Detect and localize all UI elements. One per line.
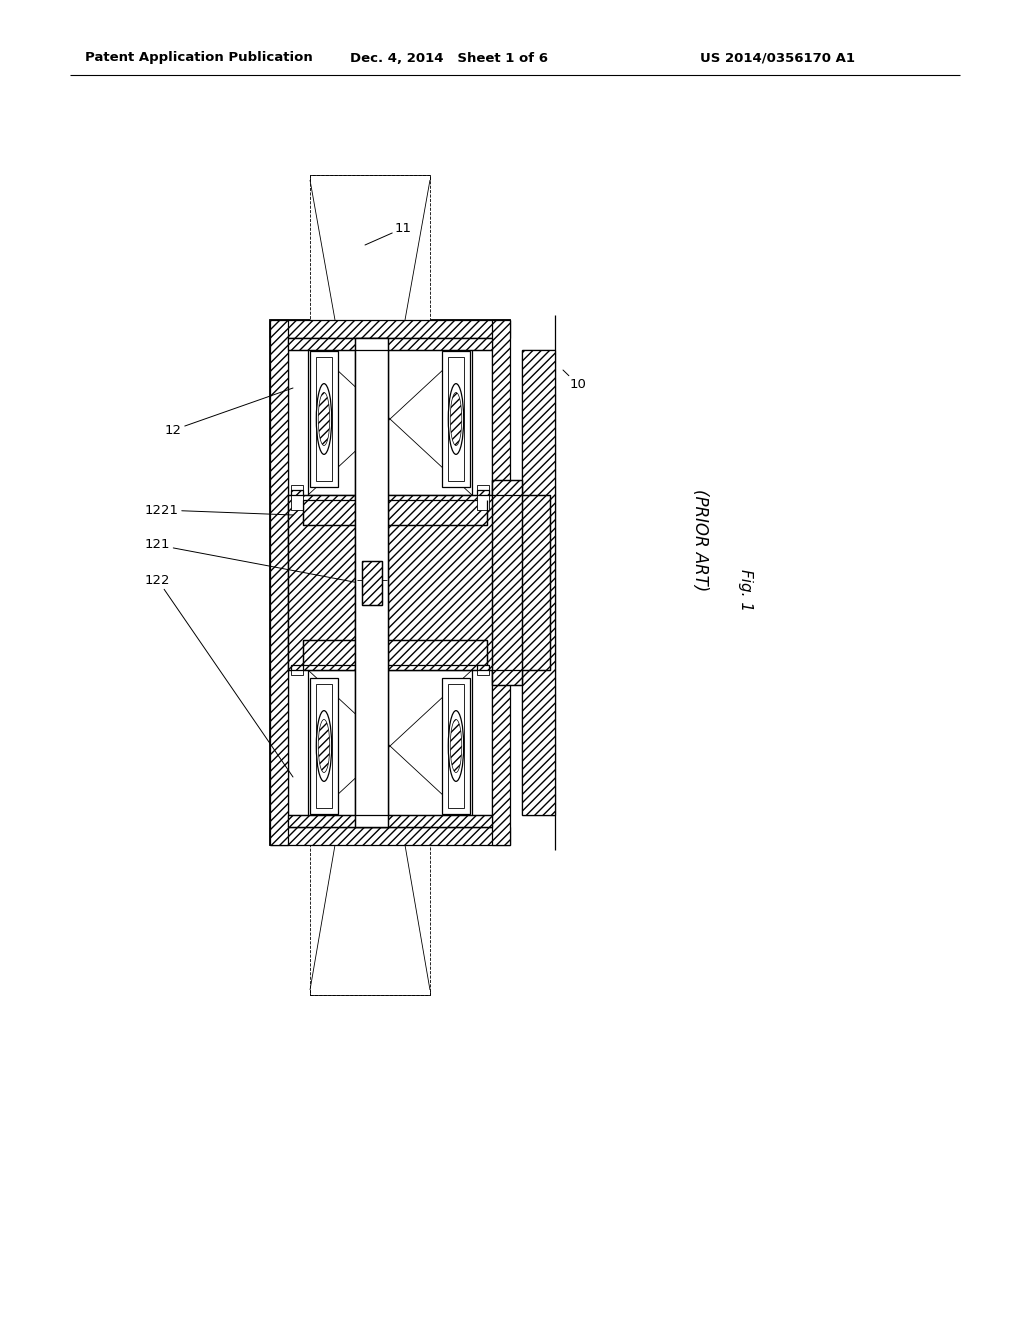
Bar [449, 356, 464, 480]
Bar [291, 490, 303, 495]
Bar [355, 338, 388, 828]
Text: 121: 121 [145, 539, 356, 582]
Text: 1221: 1221 [145, 503, 293, 516]
Bar [492, 319, 510, 845]
Ellipse shape [449, 710, 464, 781]
Bar [310, 176, 430, 319]
Bar [442, 678, 470, 814]
Bar [361, 561, 382, 605]
Text: Fig. 1: Fig. 1 [737, 569, 753, 611]
Bar [449, 684, 464, 808]
Ellipse shape [316, 710, 332, 781]
Bar [442, 351, 470, 487]
Bar [291, 671, 303, 675]
Ellipse shape [316, 384, 332, 454]
Bar [288, 495, 550, 671]
Bar [316, 684, 332, 808]
Bar [308, 671, 472, 822]
Text: 122: 122 [145, 573, 293, 777]
Text: 11: 11 [365, 222, 412, 246]
Bar [270, 319, 510, 845]
Bar [492, 480, 522, 685]
Bar [308, 343, 472, 495]
Bar [477, 665, 489, 671]
Bar [477, 484, 489, 510]
Bar [291, 484, 303, 510]
Text: (PRIOR ART): (PRIOR ART) [691, 488, 709, 591]
Bar [361, 561, 382, 605]
Bar [291, 665, 303, 671]
Bar [270, 828, 510, 845]
Bar [522, 350, 555, 814]
Bar [288, 495, 550, 671]
Bar [270, 319, 288, 845]
Bar [303, 500, 487, 525]
Text: US 2014/0356170 A1: US 2014/0356170 A1 [700, 51, 855, 65]
Bar [477, 490, 489, 495]
Bar [316, 356, 332, 480]
Bar [288, 338, 492, 350]
Bar [310, 845, 430, 995]
Text: Dec. 4, 2014   Sheet 1 of 6: Dec. 4, 2014 Sheet 1 of 6 [350, 51, 548, 65]
Bar [355, 338, 388, 828]
Bar [477, 671, 489, 675]
Bar [492, 480, 522, 685]
Ellipse shape [449, 384, 464, 454]
Text: 12: 12 [165, 388, 293, 437]
Bar [303, 640, 487, 665]
Text: Patent Application Publication: Patent Application Publication [85, 51, 312, 65]
Bar [310, 678, 338, 814]
Bar [310, 351, 338, 487]
Bar [270, 319, 510, 338]
Bar [288, 814, 492, 828]
Text: 10: 10 [563, 370, 587, 392]
